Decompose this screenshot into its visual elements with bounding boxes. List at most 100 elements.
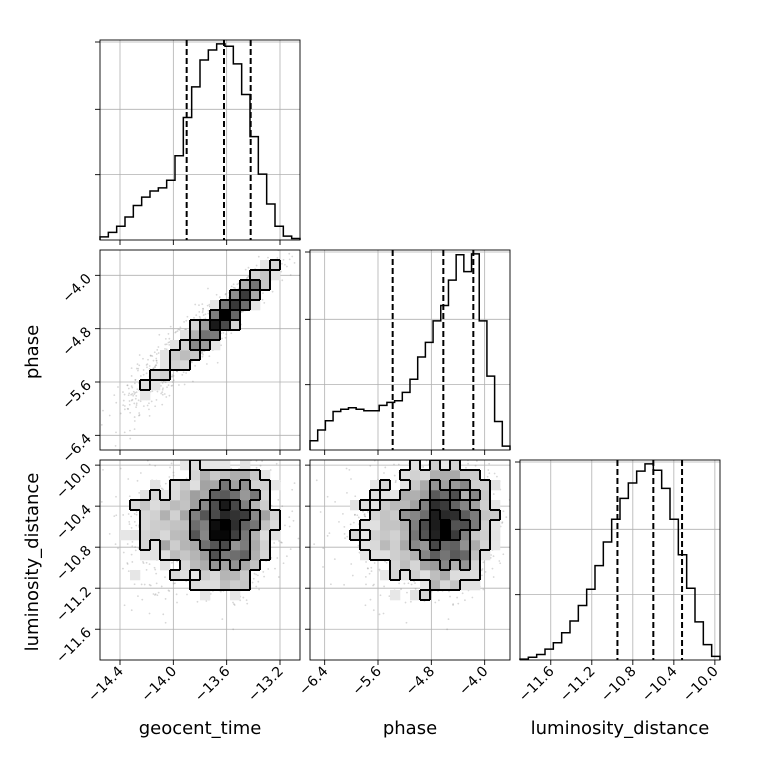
sample-point bbox=[123, 431, 126, 434]
density-cell bbox=[260, 270, 271, 281]
density-cell bbox=[250, 480, 261, 491]
density-cell bbox=[220, 490, 231, 501]
sample-point bbox=[288, 258, 291, 261]
density-cell bbox=[210, 520, 221, 531]
sample-point bbox=[259, 464, 262, 467]
sample-point bbox=[156, 390, 159, 393]
sample-point bbox=[133, 416, 136, 418]
sample-point bbox=[183, 321, 185, 323]
sample-point bbox=[135, 511, 138, 513]
sample-point bbox=[157, 352, 160, 354]
sample-point bbox=[158, 333, 161, 336]
sample-point bbox=[155, 353, 158, 355]
density-cell bbox=[210, 500, 221, 511]
sample-point bbox=[183, 383, 186, 386]
sample-point bbox=[221, 337, 223, 340]
sample-point bbox=[194, 303, 197, 306]
density-cell bbox=[140, 390, 151, 401]
sample-point bbox=[154, 464, 157, 467]
sample-point bbox=[172, 471, 175, 474]
sample-point bbox=[261, 460, 264, 462]
density-cell bbox=[190, 550, 201, 561]
sample-point bbox=[155, 582, 158, 585]
sample-point bbox=[289, 274, 292, 276]
sample-point bbox=[131, 398, 134, 401]
sample-point bbox=[151, 390, 154, 393]
sample-point bbox=[208, 303, 211, 306]
sample-point bbox=[202, 314, 205, 316]
density-cell bbox=[200, 320, 211, 331]
density-cell bbox=[160, 500, 171, 511]
density-cell bbox=[140, 530, 151, 541]
density-cell bbox=[210, 480, 221, 491]
density-cell bbox=[180, 550, 191, 561]
sample-point bbox=[288, 525, 291, 528]
sample-point bbox=[367, 567, 369, 570]
sample-point bbox=[139, 375, 142, 377]
sample-point bbox=[127, 394, 130, 397]
density-cell bbox=[200, 580, 211, 591]
density-cell bbox=[190, 570, 201, 581]
density-cell bbox=[140, 500, 151, 511]
sample-point bbox=[273, 542, 276, 544]
sample-point bbox=[161, 382, 164, 384]
sample-point bbox=[293, 482, 296, 485]
density-cell bbox=[220, 460, 231, 471]
sample-point bbox=[122, 399, 125, 402]
sample-point bbox=[152, 359, 155, 362]
sample-point bbox=[170, 384, 173, 387]
sample-point bbox=[155, 364, 158, 367]
sample-point bbox=[131, 386, 134, 389]
density-cell bbox=[240, 280, 251, 291]
sample-point bbox=[164, 343, 167, 346]
sample-point bbox=[289, 548, 292, 551]
sample-point bbox=[122, 551, 125, 554]
density-cell bbox=[200, 560, 211, 571]
density-cell bbox=[230, 560, 241, 571]
density-cell bbox=[220, 300, 231, 311]
density-cell bbox=[210, 300, 221, 311]
density-cell bbox=[170, 360, 181, 371]
sample-point bbox=[133, 512, 136, 515]
sample-point bbox=[102, 468, 104, 471]
sample-point bbox=[232, 286, 235, 289]
sample-point bbox=[219, 590, 222, 593]
sample-point bbox=[155, 399, 158, 401]
density-cell bbox=[220, 480, 231, 491]
sample-point bbox=[201, 355, 204, 358]
sample-point bbox=[245, 277, 248, 280]
density-cell bbox=[190, 480, 201, 491]
density-cell bbox=[150, 530, 161, 541]
sample-point bbox=[241, 310, 244, 313]
sample-point bbox=[366, 567, 369, 570]
sample-point bbox=[137, 399, 140, 402]
density-cell bbox=[230, 470, 241, 481]
density-cell bbox=[250, 300, 261, 311]
sample-point bbox=[170, 375, 173, 378]
sample-point bbox=[167, 332, 170, 335]
sample-point bbox=[168, 394, 171, 397]
sample-point bbox=[201, 351, 203, 354]
density-cell bbox=[230, 550, 241, 561]
sample-point bbox=[224, 292, 227, 295]
sample-point bbox=[138, 364, 141, 367]
sample-point bbox=[409, 600, 412, 603]
sample-point bbox=[281, 279, 284, 282]
density-cell bbox=[190, 340, 201, 351]
sample-point bbox=[132, 390, 135, 393]
density-cell bbox=[230, 590, 241, 601]
density-cell bbox=[200, 510, 211, 521]
density-cell bbox=[180, 500, 191, 511]
sample-point bbox=[135, 513, 138, 516]
sample-point bbox=[285, 265, 288, 268]
sample-point bbox=[136, 479, 139, 482]
sample-point bbox=[133, 393, 136, 396]
density-cell bbox=[180, 540, 191, 551]
sample-point bbox=[501, 521, 504, 524]
sample-point bbox=[160, 384, 162, 387]
sample-point bbox=[230, 332, 233, 335]
sample-point bbox=[148, 408, 150, 411]
sample-point bbox=[193, 316, 195, 319]
